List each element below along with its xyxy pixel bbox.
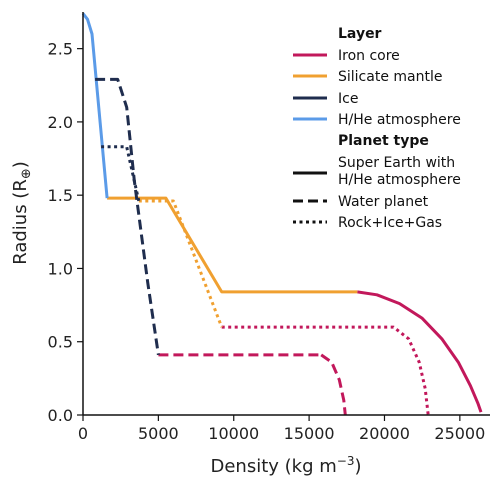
legend-item-hhe-atmosphere: H/He atmosphere — [293, 112, 461, 128]
series-line-water-planet-ice — [95, 77, 160, 356]
axes-layer — [82, 12, 490, 416]
x-tick-label: 20000 — [359, 424, 410, 443]
legend-title-layer: Layer — [338, 26, 382, 42]
y-tick-label: 2.0 — [48, 113, 73, 132]
y-tick-label: 0.0 — [48, 406, 73, 425]
legend-label-rock-ice-gas: Rock+Ice+Gas — [338, 215, 442, 231]
y-tick-label: 1.0 — [48, 259, 73, 278]
x-axis-label-exponent: −3 — [337, 454, 355, 468]
ticks-layer: 0 5000 10000 15000 20000 25000 0.0 0.5 1.0 1.5 2.0… — [48, 40, 486, 443]
series-line-water-planet-iron-core — [320, 353, 347, 416]
series-line-super-earth-with-h-he-atmosphere-iron-core — [357, 290, 483, 413]
legend-item-ice: Ice — [293, 91, 358, 107]
x-axis-label: Density (kg m−3) — [210, 454, 361, 477]
y-tick-label: 1.5 — [48, 186, 73, 205]
y-tick-label: 2.5 — [48, 40, 73, 59]
x-tick-label: 10000 — [208, 424, 259, 443]
legend-label-water-planet: Water planet — [338, 194, 429, 210]
legend-label-ice: Ice — [338, 91, 358, 107]
series-line-rock-ice-gas-iron-core — [221, 325, 430, 416]
legend-label-super-earth-line2: H/He atmosphere — [338, 172, 461, 188]
x-tick-label: 15000 — [284, 424, 335, 443]
legend-label-hhe-atmosphere: H/He atmosphere — [338, 112, 461, 128]
legend-item-super-earth: Super Earth with H/He atmosphere — [293, 155, 461, 188]
x-tick-label: 0 — [78, 424, 88, 443]
x-tick-label: 25000 — [434, 424, 485, 443]
legend-item-iron-core: Iron core — [293, 48, 400, 64]
y-tick-label: 0.5 — [48, 333, 73, 352]
legend-label-super-earth-line1: Super Earth with — [338, 155, 455, 171]
legend-item-water-planet: Water planet — [293, 194, 429, 210]
legend-label-silicate-mantle: Silicate mantle — [338, 69, 442, 85]
series-layer — [81, 12, 483, 416]
legend-item-silicate-mantle: Silicate mantle — [293, 69, 442, 85]
series-line-rock-ice-gas-silicate-mantle — [138, 199, 224, 328]
x-tick-label: 5000 — [138, 424, 179, 443]
series-line-rock-ice-gas-ice — [101, 145, 141, 202]
legend: Layer Iron core Silicate mantle Ice H/He… — [293, 26, 461, 231]
legend-item-rock-ice-gas: Rock+Ice+Gas — [293, 215, 442, 231]
series-line-super-earth-with-h-he-atmosphere-silicate-mantle — [107, 196, 358, 294]
series-line-super-earth-with-h-he-atmosphere-h-he-atmosphere — [81, 12, 109, 199]
legend-label-iron-core: Iron core — [338, 48, 400, 64]
y-axis-label: Radius (R⊕) — [10, 161, 34, 265]
legend-title-planet-type: Planet type — [338, 133, 429, 149]
y-axis-label-earth-symbol: ⊕ — [19, 168, 34, 179]
